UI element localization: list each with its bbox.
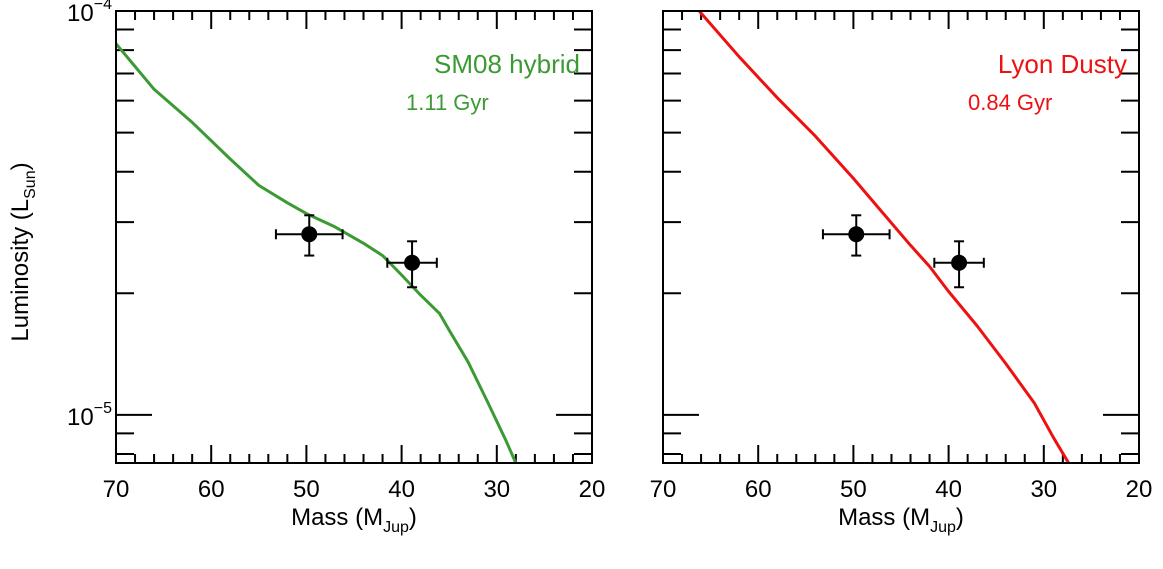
data-point (821, 214, 891, 257)
x-tick-label: 30 (483, 476, 510, 503)
data-point (933, 240, 985, 289)
model-age-label: 1.11 Gyr (406, 90, 489, 115)
x-tick-label: 60 (745, 476, 772, 503)
y-axis-label-subscript: Sun (22, 170, 39, 198)
model-curve (698, 10, 1070, 464)
data-point (386, 240, 438, 289)
x-tick-labels: 70 60 50 40 30 20 (650, 476, 1153, 503)
x-tick-label: 30 (1030, 476, 1057, 503)
model-curve (114, 42, 518, 464)
model-name-label: SM08 hybrid (434, 49, 580, 79)
x-tick-label: 70 (103, 476, 130, 503)
x-tick-label: 50 (293, 476, 320, 503)
model-name-label: Lyon Dusty (998, 49, 1127, 79)
x-tick-labels: 70 60 50 40 30 20 (103, 476, 606, 503)
x-tick-label: 20 (1126, 476, 1153, 503)
x-tick-label: 40 (935, 476, 962, 503)
y-tick-label: 10−5 (67, 400, 112, 431)
panel-sm08-hybrid: 70 60 50 40 30 20 10−5 10−4 SM08 hybrid 1.11 G… (67, 0, 605, 536)
plot-frame (662, 10, 1140, 464)
plot-frame (115, 10, 593, 464)
x-axis-label: Mass (MJup) (838, 504, 964, 536)
data-point (274, 214, 344, 257)
y-axis-label: Luminosity (LSun) (7, 162, 39, 341)
data-points (274, 214, 438, 289)
model-age-label: 0.84 Gyr (968, 90, 1052, 115)
model-curves (698, 10, 1070, 464)
x-tick-label: 70 (650, 476, 677, 503)
x-axis-label: Mass (MJup) (291, 504, 417, 536)
y-tick-labels: 10−5 10−4 (67, 0, 112, 431)
x-axis-label-subscript: Jup (383, 519, 409, 536)
data-points (821, 214, 985, 289)
x-tick-label: 50 (840, 476, 867, 503)
panel-lyon-dusty: 70 60 50 40 30 20 Lyon Dusty 0.84 Gyr Mass (M… (650, 10, 1153, 536)
x-axis-label-subscript: Jup (930, 519, 956, 536)
model-curves (114, 42, 518, 464)
x-tick-label: 20 (579, 476, 606, 503)
x-tick-label: 40 (388, 476, 415, 503)
x-tick-label: 60 (198, 476, 225, 503)
y-tick-label: 10−4 (67, 0, 112, 27)
